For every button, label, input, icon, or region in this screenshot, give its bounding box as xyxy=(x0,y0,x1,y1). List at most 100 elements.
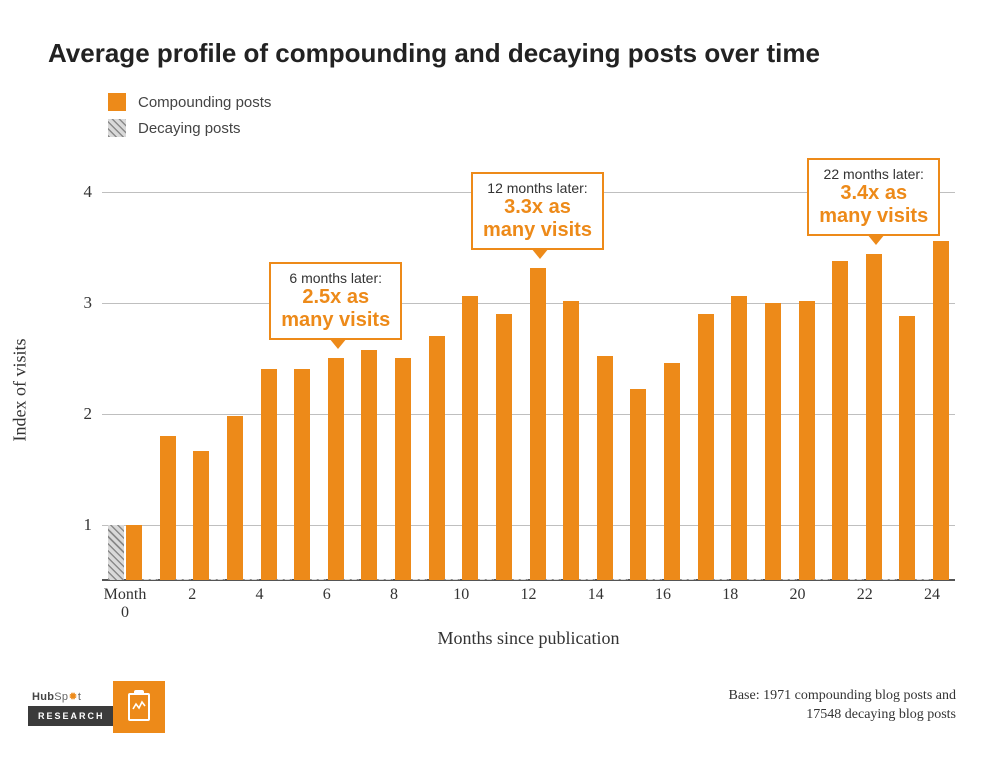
bar-decaying xyxy=(612,579,628,580)
bar-decaying xyxy=(680,579,696,580)
callout-arrow-icon xyxy=(531,248,549,259)
footnote-line2: 17548 decaying blog posts xyxy=(729,705,957,725)
x-tick-label: 14 xyxy=(588,586,604,604)
callout-line1: 22 months later: xyxy=(819,166,928,182)
x-tick-label: 22 xyxy=(857,586,873,604)
bar-decaying xyxy=(209,579,225,580)
brand-badge: HubSp✹t RESEARCH xyxy=(28,681,165,733)
bar-compounding xyxy=(496,314,512,580)
bar-compounding xyxy=(361,350,377,580)
x-tick-label: 24 xyxy=(924,586,940,604)
y-tick-label: 2 xyxy=(84,404,93,424)
y-tick-label: 4 xyxy=(84,182,93,202)
bar-compounding xyxy=(799,301,815,580)
bar-compounding xyxy=(160,436,176,580)
bar-decaying xyxy=(478,579,494,580)
callout-line2b: many visits xyxy=(281,309,390,332)
callout-arrow-icon xyxy=(329,338,347,349)
plot-area: Months since publication 1234Month024681… xyxy=(102,170,955,580)
bar-decaying xyxy=(343,579,359,580)
callout-line2a: 3.4x as xyxy=(819,182,928,205)
chart: Index of visits Months since publication… xyxy=(60,170,955,610)
footnote: Base: 1971 compounding blog posts and 17… xyxy=(729,686,957,725)
bar-decaying xyxy=(142,579,158,580)
callout-line1: 12 months later: xyxy=(483,180,592,196)
bar-compounding xyxy=(429,336,445,580)
brand-icon-tile xyxy=(113,681,165,733)
x-tick-label: 20 xyxy=(790,586,806,604)
bar-decaying xyxy=(848,579,864,580)
callout-line2a: 2.5x as xyxy=(281,286,390,309)
bar-compounding xyxy=(866,254,882,580)
legend-swatch-compounding xyxy=(108,93,126,111)
x-axis-label: Months since publication xyxy=(438,628,620,649)
bar-compounding xyxy=(563,301,579,580)
bar-decaying xyxy=(175,579,191,580)
bar-compounding xyxy=(530,268,546,580)
legend-swatch-decaying xyxy=(108,119,126,137)
legend-item-compounding: Compounding posts xyxy=(108,93,956,111)
y-tick-label: 3 xyxy=(84,293,93,313)
bar-decaying xyxy=(814,579,830,580)
brand-name-b: Sp xyxy=(54,691,68,703)
brand-text: HubSp✹t RESEARCH xyxy=(28,689,115,726)
bar-compounding xyxy=(261,369,277,580)
bar-decaying xyxy=(243,579,259,580)
legend: Compounding posts Decaying posts xyxy=(108,93,956,137)
bar-compounding xyxy=(731,296,747,580)
bar-compounding xyxy=(899,316,915,580)
y-axis-label: Index of visits xyxy=(10,339,31,442)
x-tick-label: 16 xyxy=(655,586,671,604)
bar-decaying xyxy=(545,579,561,580)
bar-compounding xyxy=(328,358,344,580)
bar-compounding xyxy=(126,525,142,580)
callout-line1: 6 months later: xyxy=(281,270,390,286)
bar-decaying xyxy=(579,579,595,580)
brand-tag: RESEARCH xyxy=(28,706,115,726)
bar-compounding xyxy=(933,241,949,580)
bar-compounding xyxy=(462,296,478,580)
callout: 22 months later:3.4x asmany visits xyxy=(807,158,940,236)
bar-decaying xyxy=(444,579,460,580)
bar-compounding xyxy=(630,389,646,580)
page: Average profile of compounding and decay… xyxy=(0,0,996,757)
y-tick-label: 1 xyxy=(84,515,93,535)
x-tick-label: 10 xyxy=(453,586,469,604)
x-tick-label: 18 xyxy=(722,586,738,604)
x-tick-label: 2 xyxy=(188,586,196,604)
x-tick-label: 4 xyxy=(256,586,264,604)
bar-decaying xyxy=(310,579,326,580)
x-tick-label: 6 xyxy=(323,586,331,604)
x-tick-label: Month0 xyxy=(104,586,147,622)
callout-line2b: many visits xyxy=(819,205,928,228)
legend-label-compounding: Compounding posts xyxy=(138,94,271,111)
bar-decaying xyxy=(276,579,292,580)
bar-decaying xyxy=(781,579,797,580)
bar-decaying xyxy=(512,579,528,580)
callout: 6 months later:2.5x asmany visits xyxy=(269,262,402,340)
brand-dot-icon: ✹ xyxy=(68,691,78,703)
bar-compounding xyxy=(294,369,310,580)
brand-name: HubSp✹t xyxy=(28,689,85,706)
legend-item-decaying: Decaying posts xyxy=(108,119,956,137)
bar-compounding xyxy=(227,416,243,580)
bar-decaying xyxy=(377,579,393,580)
bar-compounding xyxy=(193,451,209,580)
bar-compounding xyxy=(664,363,680,580)
callout-line2a: 3.3x as xyxy=(483,196,592,219)
bar-compounding xyxy=(832,261,848,580)
bar-decaying xyxy=(881,579,897,580)
bar-compounding xyxy=(597,356,613,580)
bar-decaying xyxy=(713,579,729,580)
brand-name-a: Hub xyxy=(32,691,54,703)
bar-decaying xyxy=(646,579,662,580)
bar-decaying xyxy=(747,579,763,580)
chart-title: Average profile of compounding and decay… xyxy=(48,38,956,69)
gridline xyxy=(102,414,955,415)
callout: 12 months later:3.3x asmany visits xyxy=(471,172,604,250)
callout-line2b: many visits xyxy=(483,219,592,242)
footnote-line1: Base: 1971 compounding blog posts and xyxy=(729,686,957,706)
bar-compounding xyxy=(698,314,714,580)
bar-decaying xyxy=(411,579,427,580)
x-tick-label: 8 xyxy=(390,586,398,604)
